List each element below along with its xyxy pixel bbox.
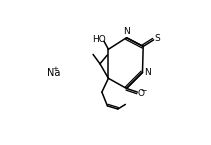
Text: HO: HO	[92, 35, 106, 44]
Text: Na: Na	[47, 68, 60, 77]
Text: +: +	[52, 66, 58, 72]
Text: O: O	[137, 89, 144, 98]
Text: −: −	[141, 86, 147, 95]
Text: N: N	[123, 27, 130, 36]
Text: S: S	[154, 34, 160, 43]
Text: N: N	[144, 68, 150, 77]
